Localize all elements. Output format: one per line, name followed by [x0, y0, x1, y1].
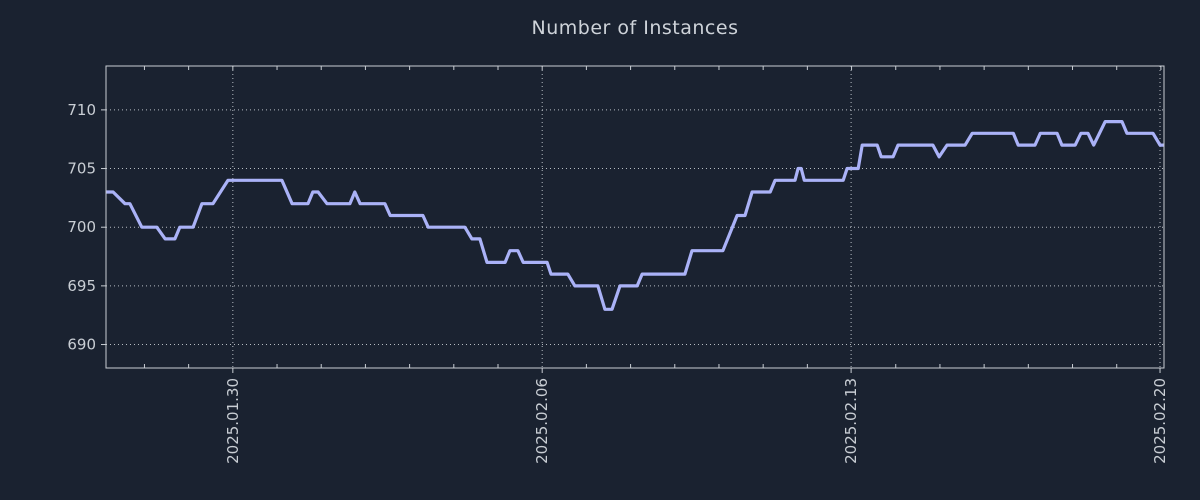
- chart-title: Number of Instances: [531, 17, 739, 39]
- x-tick-label: 2025.02.13: [842, 378, 860, 464]
- x-tick-label: 2025.01.30: [224, 378, 242, 464]
- y-tick-label: 695: [67, 277, 96, 295]
- y-tick-label: 690: [67, 336, 96, 354]
- x-tick-label: 2025.02.06: [533, 378, 551, 464]
- series-line: [106, 119, 1164, 311]
- y-tick-label: 700: [67, 218, 96, 236]
- y-tick-label: 710: [67, 101, 96, 119]
- x-tick-label: 2025.02.20: [1151, 378, 1169, 464]
- y-tick-label: 705: [67, 160, 96, 178]
- plot-border: [105, 65, 1165, 369]
